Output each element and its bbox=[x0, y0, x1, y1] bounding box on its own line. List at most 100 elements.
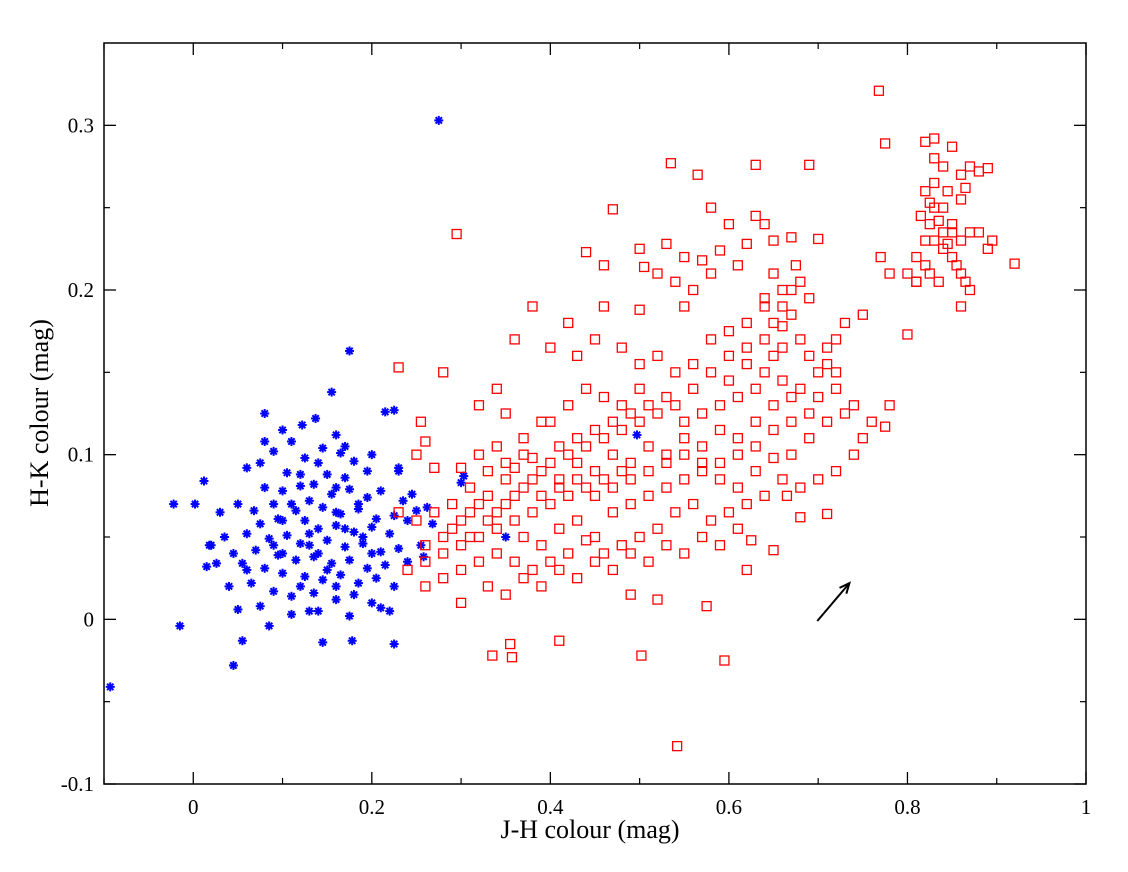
data-point-square bbox=[563, 548, 574, 559]
data-point-asterisk bbox=[278, 486, 288, 496]
data-point-square bbox=[924, 268, 935, 279]
data-point-asterisk bbox=[251, 545, 261, 555]
data-point-square bbox=[571, 474, 583, 485]
data-point-asterisk bbox=[367, 522, 377, 532]
data-point-square bbox=[598, 548, 610, 559]
data-point-square bbox=[607, 564, 619, 576]
data-point-square bbox=[670, 367, 681, 378]
data-point-square bbox=[857, 433, 868, 444]
data-point-square bbox=[830, 334, 842, 345]
data-point-asterisk bbox=[389, 405, 399, 415]
data-point-asterisk bbox=[228, 660, 238, 670]
data-point-asterisk bbox=[255, 458, 265, 468]
data-point-asterisk bbox=[202, 562, 212, 572]
x-tick-label: 1 bbox=[1081, 795, 1092, 819]
data-point-square bbox=[759, 367, 770, 378]
data-point-square bbox=[415, 416, 427, 427]
data-point-asterisk bbox=[313, 458, 323, 468]
data-point-asterisk bbox=[282, 530, 292, 540]
data-point-square bbox=[813, 391, 824, 403]
data-point-square bbox=[661, 449, 672, 460]
data-point-asterisk bbox=[105, 682, 115, 692]
data-point-asterisk bbox=[286, 591, 296, 601]
data-point-asterisk bbox=[269, 586, 279, 596]
data-point-square bbox=[482, 490, 494, 501]
data-point-square bbox=[652, 523, 663, 534]
data-point-square bbox=[875, 251, 886, 263]
data-point-square bbox=[804, 408, 815, 419]
data-point-square bbox=[929, 133, 940, 144]
data-point-square bbox=[732, 449, 743, 460]
data-point-asterisk bbox=[304, 496, 314, 506]
data-point-square bbox=[982, 162, 993, 174]
data-point-asterisk bbox=[322, 469, 332, 479]
data-point-asterisk bbox=[313, 606, 323, 616]
data-point-square bbox=[563, 400, 574, 411]
data-point-square bbox=[509, 490, 520, 501]
data-point-square bbox=[866, 416, 877, 427]
data-point-asterisk bbox=[278, 568, 288, 578]
data-point-square bbox=[732, 391, 743, 403]
data-point-square bbox=[643, 490, 654, 501]
data-point-asterisk bbox=[394, 544, 404, 554]
data-point-square bbox=[701, 601, 712, 612]
data-point-asterisk bbox=[237, 558, 247, 568]
data-point-square bbox=[955, 235, 967, 246]
data-point-square bbox=[411, 449, 422, 460]
data-point-square bbox=[813, 233, 824, 245]
data-point-square bbox=[696, 465, 708, 477]
y-tick-label: 0.2 bbox=[68, 278, 94, 302]
data-point-square bbox=[705, 334, 717, 345]
data-point-square bbox=[679, 301, 690, 312]
data-point-square bbox=[830, 367, 842, 378]
data-point-square bbox=[473, 449, 485, 460]
data-point-asterisk bbox=[237, 636, 247, 646]
data-point-square bbox=[732, 260, 743, 271]
data-point-square bbox=[634, 531, 645, 543]
data-point-square bbox=[705, 515, 717, 526]
data-point-square bbox=[500, 408, 511, 419]
data-point-square bbox=[616, 540, 627, 551]
data-point-square bbox=[955, 301, 967, 312]
data-point-asterisk bbox=[318, 443, 328, 453]
data-point-square bbox=[714, 457, 726, 469]
data-point-square bbox=[759, 301, 770, 312]
data-point-square bbox=[455, 462, 467, 473]
data-point-asterisk bbox=[264, 534, 274, 544]
data-point-square bbox=[768, 545, 779, 556]
data-point-square bbox=[438, 531, 449, 543]
data-point-square bbox=[411, 515, 422, 526]
data-point-asterisk bbox=[255, 601, 265, 611]
data-point-square bbox=[491, 383, 502, 394]
data-point-square bbox=[688, 358, 699, 370]
data-point-square bbox=[933, 276, 944, 287]
data-point-square bbox=[696, 408, 708, 419]
data-point-square bbox=[750, 210, 761, 222]
data-point-square bbox=[420, 436, 431, 447]
data-point-square bbox=[518, 449, 529, 460]
data-point-asterisk bbox=[295, 539, 305, 549]
data-point-square bbox=[964, 227, 976, 238]
data-point-square bbox=[688, 284, 699, 296]
data-point-square bbox=[665, 158, 677, 169]
data-point-square bbox=[960, 182, 971, 194]
data-point-square bbox=[636, 650, 647, 661]
data-point-square bbox=[447, 498, 458, 510]
data-point-square bbox=[884, 268, 895, 279]
data-point-square bbox=[786, 449, 797, 460]
data-point-square bbox=[857, 309, 868, 320]
data-point-asterisk bbox=[309, 479, 319, 489]
data-point-asterisk bbox=[376, 603, 386, 613]
data-point-asterisk bbox=[349, 456, 359, 466]
data-point-asterisk bbox=[331, 520, 341, 530]
data-point-square bbox=[938, 227, 949, 238]
data-point-square bbox=[402, 564, 413, 576]
data-point-asterisk bbox=[215, 507, 225, 517]
data-point-square bbox=[589, 465, 601, 477]
data-point-square bbox=[625, 457, 636, 469]
data-point-asterisk bbox=[331, 430, 341, 440]
data-point-square bbox=[696, 531, 708, 543]
data-point-square bbox=[571, 573, 583, 584]
data-point-square bbox=[589, 334, 601, 345]
data-point-square bbox=[964, 161, 976, 172]
